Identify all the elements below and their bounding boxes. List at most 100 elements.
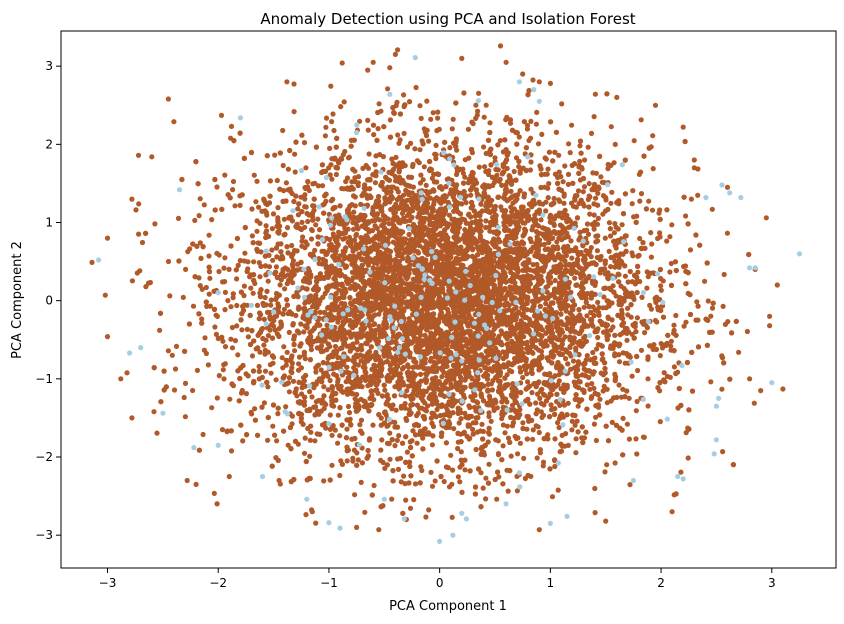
data-point	[261, 316, 267, 322]
data-point	[404, 144, 411, 150]
data-point	[555, 420, 561, 426]
data-point	[254, 302, 261, 308]
data-point	[608, 162, 614, 168]
data-point	[555, 487, 561, 493]
data-point	[410, 364, 416, 370]
data-point	[449, 126, 455, 132]
data-point	[345, 356, 351, 362]
data-point	[624, 421, 631, 427]
data-point	[280, 365, 286, 371]
data-point	[380, 154, 386, 160]
data-point	[288, 355, 294, 361]
data-point	[418, 172, 424, 178]
data-point	[638, 347, 645, 353]
data-point	[327, 172, 333, 178]
data-point	[581, 184, 588, 190]
data-point	[476, 164, 482, 170]
data-point	[630, 253, 636, 259]
data-point	[359, 256, 365, 263]
data-point	[393, 154, 399, 160]
data-point	[329, 462, 335, 468]
data-point	[209, 217, 215, 223]
data-point	[354, 391, 360, 398]
data-point	[483, 218, 489, 224]
data-point	[335, 379, 341, 385]
data-point	[622, 360, 628, 366]
data-point	[462, 467, 468, 473]
data-point	[669, 222, 675, 228]
data-point	[538, 217, 544, 223]
data-point	[541, 241, 547, 248]
data-point	[600, 356, 606, 362]
data-point	[644, 285, 650, 291]
data-point	[214, 184, 220, 190]
data-point	[585, 144, 591, 150]
data-point	[709, 206, 715, 212]
data-point	[173, 343, 180, 349]
data-point	[343, 178, 349, 185]
data-point	[222, 289, 228, 295]
data-point	[594, 248, 601, 254]
data-point	[559, 237, 565, 243]
data-point	[565, 171, 572, 177]
data-point	[618, 302, 624, 308]
data-point	[657, 419, 663, 425]
data-point	[205, 362, 211, 368]
data-point	[346, 234, 353, 240]
data-point	[451, 426, 457, 432]
data-point	[370, 422, 376, 428]
data-point	[366, 151, 372, 157]
data-point	[171, 387, 178, 393]
data-point	[350, 219, 356, 225]
data-point	[470, 426, 476, 432]
data-point	[480, 485, 486, 491]
data-point	[350, 226, 357, 232]
data-point	[232, 203, 238, 209]
data-point	[487, 219, 494, 226]
data-point	[350, 455, 356, 461]
data-point	[213, 312, 219, 318]
data-point	[424, 98, 430, 104]
data-point	[250, 290, 256, 296]
data-point	[414, 413, 420, 419]
data-point	[511, 168, 517, 175]
data-point	[485, 439, 491, 445]
data-point	[514, 488, 521, 494]
data-point	[401, 92, 407, 98]
data-point	[136, 231, 142, 237]
data-point	[516, 134, 522, 140]
data-point	[494, 496, 500, 502]
data-point	[299, 219, 305, 225]
data-point	[572, 422, 578, 428]
data-point	[382, 387, 388, 393]
data-point	[401, 473, 407, 479]
data-point	[616, 382, 622, 388]
data-point	[554, 239, 560, 245]
data-point	[327, 412, 333, 418]
data-point	[289, 360, 295, 366]
data-point	[649, 241, 655, 247]
data-point	[475, 108, 481, 114]
data-point	[545, 166, 551, 172]
data-point	[296, 354, 303, 360]
data-point	[435, 109, 441, 115]
data-point	[245, 266, 251, 272]
data-point	[476, 90, 482, 96]
data-point	[422, 332, 428, 338]
data-point	[332, 427, 338, 433]
data-point	[543, 284, 549, 290]
data-point	[313, 222, 319, 228]
data-point	[270, 257, 276, 263]
data-point	[615, 226, 621, 232]
data-point	[502, 430, 508, 436]
data-point	[457, 479, 463, 485]
data-point	[585, 231, 592, 237]
data-point	[270, 323, 277, 329]
data-point	[467, 404, 473, 411]
data-point	[524, 371, 530, 377]
data-point	[499, 399, 505, 405]
data-point	[335, 440, 341, 446]
data-point	[423, 514, 429, 520]
data-point	[270, 423, 276, 429]
